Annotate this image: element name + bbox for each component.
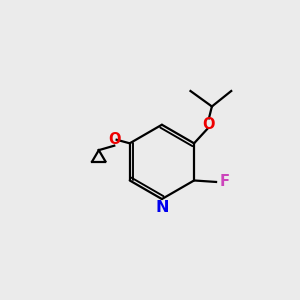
Text: O: O bbox=[203, 117, 215, 132]
Text: F: F bbox=[220, 175, 230, 190]
Text: N: N bbox=[155, 200, 169, 215]
Text: O: O bbox=[108, 132, 121, 147]
